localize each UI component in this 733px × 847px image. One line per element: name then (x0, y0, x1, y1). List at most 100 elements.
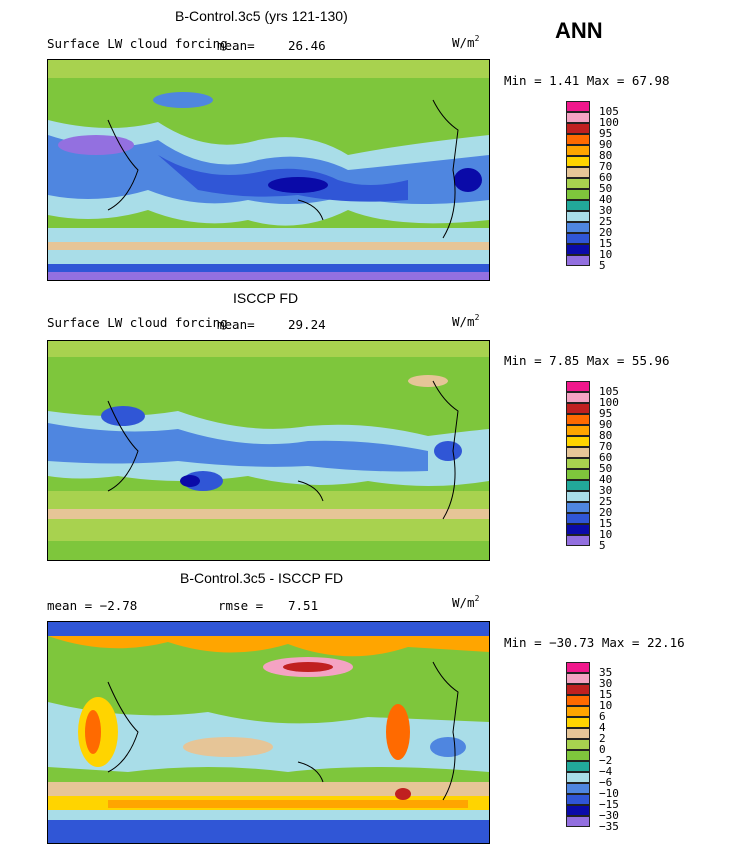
legend-tick: 6 (599, 710, 606, 723)
contour-map (47, 59, 490, 281)
legend-tick: 35 (599, 666, 613, 679)
legend-tick: 10 (599, 528, 613, 541)
legend-tick: −10 (599, 787, 619, 800)
legend-swatch (566, 717, 590, 728)
legend-tick: 4 (599, 721, 606, 734)
legend-tick: 30 (599, 204, 613, 217)
legend-swatch (566, 739, 590, 750)
contour-map (47, 340, 490, 561)
legend-tick: 20 (599, 226, 613, 239)
legend-tick: −35 (599, 820, 619, 833)
legend-swatch (566, 684, 590, 695)
legend-swatch (566, 662, 590, 673)
legend-swatch (566, 469, 590, 480)
legend-tick: 90 (599, 138, 613, 151)
legend-swatch (566, 233, 590, 244)
legend-swatch (566, 447, 590, 458)
rmse-value: 7.51 (288, 598, 319, 613)
legend-tick: −6 (599, 776, 613, 789)
rmse-label: rmse = (218, 598, 264, 613)
mean-value: 26.46 (288, 38, 326, 53)
map-svg (48, 622, 489, 843)
legend-tick: −2 (599, 754, 613, 767)
legend-tick: 20 (599, 506, 613, 519)
legend-tick: 5 (599, 259, 606, 272)
legend-swatch (566, 805, 590, 816)
legend-tick: 95 (599, 127, 613, 140)
legend-tick: 25 (599, 215, 613, 228)
legend-swatch (566, 502, 590, 513)
legend-tick: 80 (599, 149, 613, 162)
legend-tick: 60 (599, 451, 613, 464)
season-label: ANN (555, 18, 603, 43)
legend-swatch (566, 392, 590, 403)
legend-tick: 15 (599, 688, 613, 701)
legend-swatch (566, 458, 590, 469)
legend-swatch (566, 491, 590, 502)
mean-label: mean= (217, 38, 255, 53)
legend-swatch (566, 134, 590, 145)
legend-swatch (566, 101, 590, 112)
legend-tick: 10 (599, 699, 613, 712)
legend-tick: 10 (599, 248, 613, 261)
legend-tick: 15 (599, 237, 613, 250)
min-max-label: Min = 1.41 Max = 67.98 (504, 73, 670, 88)
legend-swatch (566, 178, 590, 189)
legend-tick: 5 (599, 539, 606, 552)
legend-tick: −4 (599, 765, 613, 778)
legend-swatch (566, 524, 590, 535)
panel-title: B-Control.3c5 (yrs 121-130) (175, 8, 348, 24)
legend-tick: 15 (599, 517, 613, 530)
color-legend: 105 100 95 90 80 70 60 50 40 30 25 20 15… (566, 381, 676, 556)
legend-tick: 70 (599, 160, 613, 173)
legend-tick: 100 (599, 396, 619, 409)
legend-swatch (566, 706, 590, 717)
legend-tick: −30 (599, 809, 619, 822)
legend-swatch (566, 112, 590, 123)
legend-swatch (566, 816, 590, 827)
color-legend: 105 100 95 90 80 70 60 50 40 30 25 20 15… (566, 101, 676, 276)
legend-swatch (566, 381, 590, 392)
map-svg (48, 60, 489, 280)
legend-tick: 60 (599, 171, 613, 184)
legend-tick: 95 (599, 407, 613, 420)
legend-swatch (566, 403, 590, 414)
legend-tick: 0 (599, 743, 606, 756)
legend-swatch (566, 673, 590, 684)
min-max-label: Min = −30.73 Max = 22.16 (504, 635, 685, 650)
legend-tick: 30 (599, 484, 613, 497)
legend-swatch (566, 436, 590, 447)
legend-swatch (566, 211, 590, 222)
legend-swatch (566, 156, 590, 167)
legend-tick: 100 (599, 116, 619, 129)
variable-label: Surface LW cloud forcing (47, 36, 228, 51)
legend-tick: 50 (599, 182, 613, 195)
legend-tick: −15 (599, 798, 619, 811)
mean-label: mean= (217, 317, 255, 332)
variable-label: Surface LW cloud forcing (47, 315, 228, 330)
legend-tick: 105 (599, 385, 619, 398)
legend-swatch (566, 535, 590, 546)
mean-label: mean = −2.78 (47, 598, 138, 613)
legend-swatch (566, 255, 590, 266)
map-svg (48, 341, 489, 560)
legend-tick: 70 (599, 440, 613, 453)
legend-swatch (566, 167, 590, 178)
legend-swatch (566, 189, 590, 200)
legend-tick: 40 (599, 193, 613, 206)
legend-swatch (566, 200, 590, 211)
legend-swatch (566, 244, 590, 255)
legend-swatch (566, 772, 590, 783)
legend-swatch (566, 783, 590, 794)
legend-swatch (566, 123, 590, 134)
legend-tick: 90 (599, 418, 613, 431)
min-max-label: Min = 7.85 Max = 55.96 (504, 353, 670, 368)
legend-tick: 50 (599, 462, 613, 475)
legend-tick: 30 (599, 677, 613, 690)
legend-swatch (566, 728, 590, 739)
legend-swatch (566, 761, 590, 772)
legend-swatch (566, 695, 590, 706)
legend-tick: 80 (599, 429, 613, 442)
mean-value: 29.24 (288, 317, 326, 332)
units-label: W/m2 (452, 34, 480, 50)
